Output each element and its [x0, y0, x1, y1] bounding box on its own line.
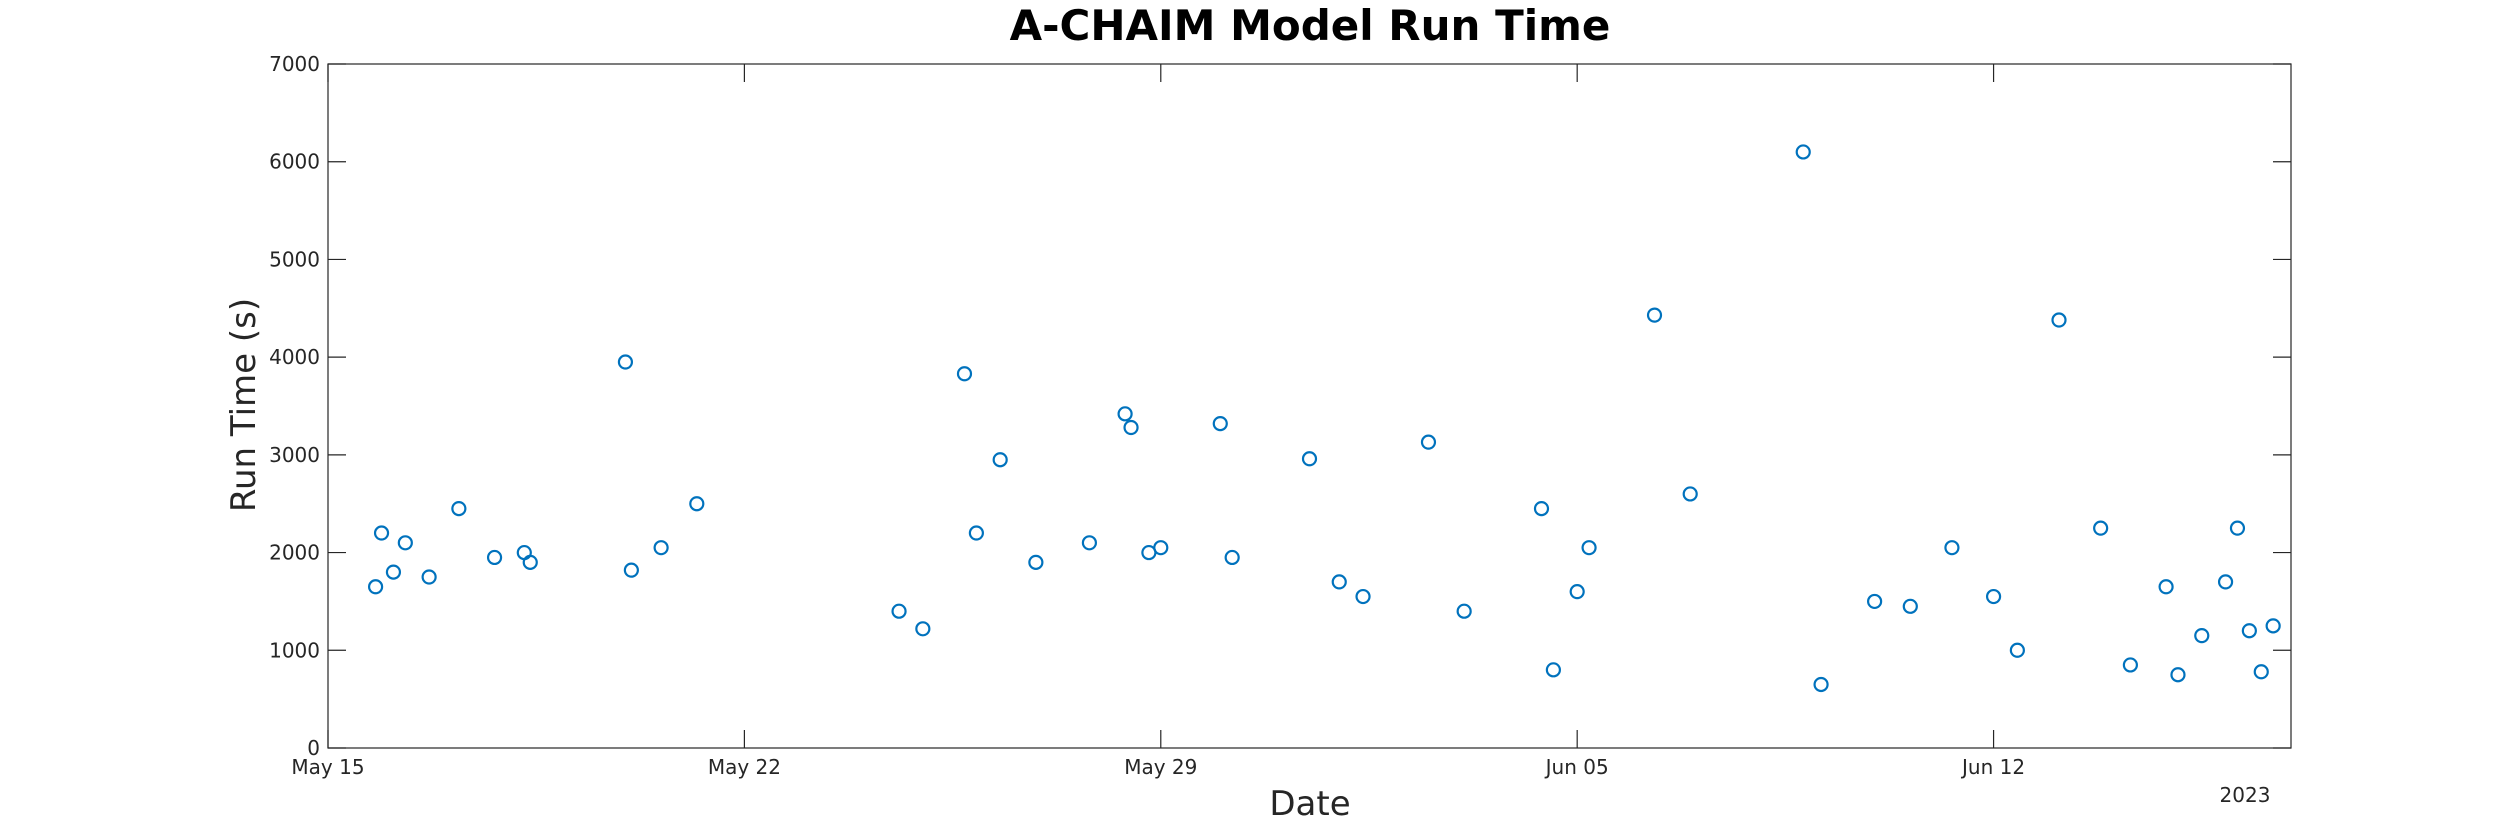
- data-point: [2093, 520, 2109, 536]
- y-tick-label: 4000: [269, 345, 320, 369]
- data-point: [1646, 307, 1663, 323]
- y-axis-label: Run Time (s): [224, 298, 264, 512]
- data-point: [891, 603, 907, 619]
- data-point: [653, 540, 669, 556]
- axis-ticks: 0 1000 2000 3000 4000 5000 6000 7000 May 15 May 2…: [269, 52, 2291, 779]
- data-point: [385, 564, 402, 580]
- data-point: [1123, 419, 1139, 436]
- data-point: [2229, 520, 2246, 536]
- x-tick-label: May 29: [1124, 755, 1197, 779]
- data-point: [397, 535, 413, 551]
- data-points: [367, 144, 2281, 693]
- data-point: [2170, 667, 2186, 683]
- data-point: [1533, 501, 1550, 517]
- data-point: [2051, 312, 2067, 328]
- data-point: [1081, 535, 1098, 551]
- data-point: [451, 501, 467, 517]
- data-point: [1902, 598, 1918, 614]
- y-tick-label: 5000: [269, 247, 320, 271]
- data-point: [915, 621, 931, 637]
- data-point: [992, 452, 1008, 468]
- data-point: [1301, 451, 1318, 467]
- data-point: [2253, 664, 2269, 680]
- x-tick-label: May 22: [708, 755, 781, 779]
- data-point: [421, 569, 437, 585]
- data-point: [1153, 540, 1169, 556]
- data-point: [617, 354, 634, 370]
- chart-title: A-CHAIM Model Run Time: [1010, 1, 1611, 50]
- data-point: [373, 525, 390, 541]
- data-point: [2217, 574, 2234, 590]
- data-point: [2194, 628, 2210, 644]
- y-tick-label: 6000: [269, 150, 320, 174]
- y-tick-label: 7000: [269, 52, 320, 76]
- y-tick-label: 3000: [269, 443, 320, 467]
- data-point: [689, 496, 705, 512]
- data-point: [956, 366, 973, 382]
- data-point: [1985, 588, 2002, 605]
- data-point: [1420, 434, 1437, 450]
- data-point: [2009, 642, 2025, 658]
- y-tick-label: 2000: [269, 541, 320, 565]
- data-point: [1813, 676, 1829, 693]
- x-axis-year-label: 2023: [2220, 783, 2271, 807]
- data-point: [2241, 623, 2257, 639]
- data-point: [1569, 584, 1585, 600]
- data-point: [367, 579, 384, 595]
- y-tick-label: 0: [307, 736, 320, 760]
- data-point: [1867, 593, 1883, 610]
- x-tick-label: May 15: [291, 755, 364, 779]
- data-point: [1212, 415, 1228, 432]
- data-point: [486, 549, 503, 566]
- data-point: [1545, 662, 1561, 678]
- data-point: [968, 525, 984, 541]
- data-point: [1581, 540, 1597, 556]
- data-point: [1028, 554, 1044, 570]
- data-point: [1682, 486, 1698, 502]
- x-tick-label: Jun 12: [1960, 755, 2025, 779]
- data-point: [1944, 540, 1960, 556]
- data-point: [1331, 574, 1347, 590]
- data-point: [623, 562, 639, 578]
- data-point: [2158, 579, 2174, 595]
- data-point: [2265, 618, 2281, 634]
- data-point: [2122, 657, 2138, 673]
- y-tick-label: 1000: [269, 638, 320, 662]
- data-point: [1795, 144, 1811, 160]
- data-point: [522, 554, 538, 570]
- data-point: [1456, 603, 1472, 619]
- data-point: [1117, 406, 1133, 422]
- x-axis-label: Date: [1269, 784, 1350, 824]
- data-point: [1224, 549, 1240, 566]
- plot-area-frame: [327, 63, 2292, 749]
- data-point: [1355, 588, 1371, 605]
- x-tick-label: Jun 05: [1544, 755, 1609, 779]
